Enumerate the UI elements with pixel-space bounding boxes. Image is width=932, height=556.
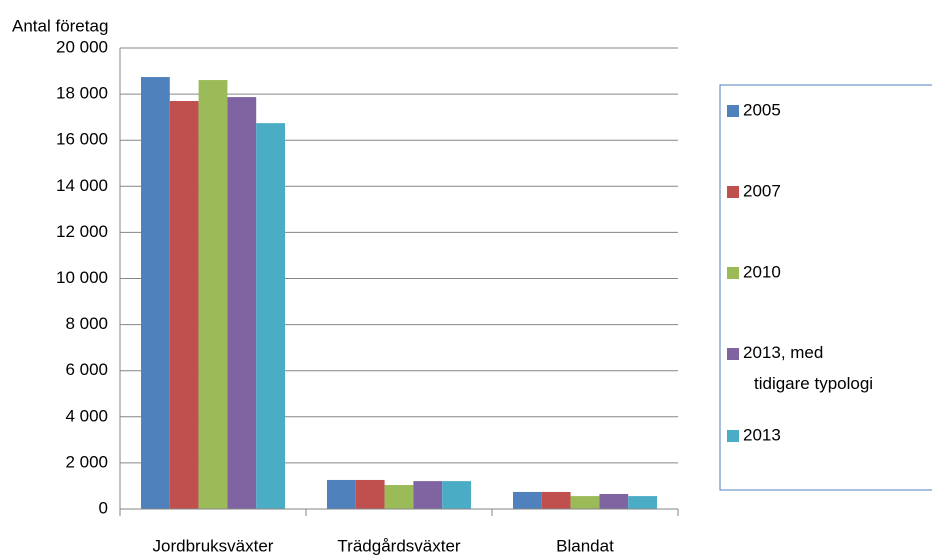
bar	[570, 496, 600, 509]
y-tick-label: 0	[99, 498, 108, 517]
y-tick-label: 20 000	[56, 37, 108, 56]
legend-marker	[727, 348, 739, 360]
y-tick-label: 18 000	[56, 84, 108, 103]
bar	[384, 485, 414, 509]
bar	[227, 97, 257, 509]
y-tick-label: 8 000	[65, 314, 108, 333]
bar	[355, 479, 385, 509]
legend-label: 2007	[743, 181, 781, 200]
bar	[327, 479, 356, 509]
x-tick-label: Blandat	[556, 536, 614, 555]
bar	[141, 77, 170, 509]
bar	[541, 491, 571, 509]
legend-marker	[727, 186, 739, 198]
y-tick-label: 4 000	[65, 406, 108, 425]
y-tick-label: 2 000	[65, 452, 108, 471]
legend-marker	[727, 105, 739, 117]
bar	[628, 496, 657, 509]
legend-label: 2010	[743, 262, 781, 281]
bar	[513, 491, 542, 509]
y-tick-label: 6 000	[65, 360, 108, 379]
legend-marker	[727, 430, 739, 442]
legend-label: 2013, med tidigare typologi	[743, 343, 873, 393]
legend-marker	[727, 267, 739, 279]
bar	[413, 481, 443, 509]
y-tick-label: 16 000	[56, 130, 108, 149]
legend-label: 2013	[743, 425, 781, 444]
legend-label: 2005	[743, 100, 781, 119]
bar	[256, 123, 285, 509]
bar	[169, 101, 199, 509]
x-tick-label: Trädgårdsväxter	[337, 536, 460, 555]
bar	[599, 494, 629, 509]
y-tick-label: 10 000	[56, 268, 108, 287]
y-tick-label: 12 000	[56, 222, 108, 241]
x-tick-label: Jordbruksväxter	[153, 536, 274, 555]
bar	[442, 481, 471, 509]
bar	[198, 80, 228, 510]
legend-box	[719, 84, 932, 491]
y-tick-label: 14 000	[56, 176, 108, 195]
y-axis-label: Antal företag	[12, 16, 108, 35]
